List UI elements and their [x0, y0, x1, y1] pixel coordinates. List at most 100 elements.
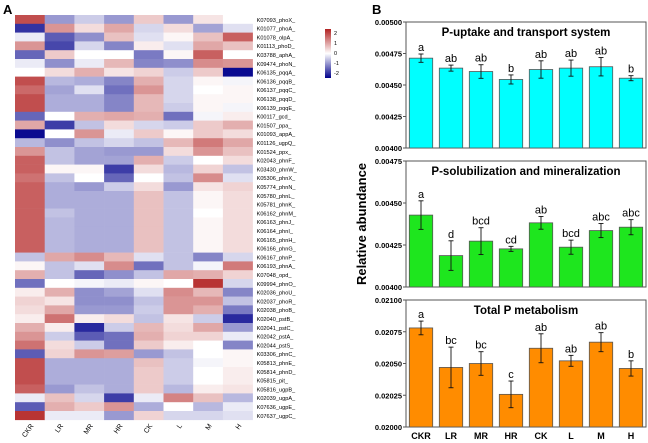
heatmap-cell — [222, 147, 253, 157]
heatmap-cell — [104, 358, 135, 368]
heatmap-cell — [74, 384, 105, 394]
heatmap-cell — [222, 199, 253, 209]
heatmap-cell — [44, 147, 75, 157]
heatmap-row-label: K01093_appA_ — [257, 132, 296, 138]
heatmap-cell — [133, 358, 164, 368]
heatmap-cell — [193, 349, 224, 359]
heatmap-cell — [163, 59, 194, 69]
heatmap-cell — [44, 261, 75, 271]
heatmap-cell — [193, 261, 224, 271]
heatmap-cell — [193, 305, 224, 315]
heatmap-cell — [74, 261, 105, 271]
heatmap-cell — [163, 243, 194, 253]
heatmap-cell — [74, 138, 105, 148]
heatmap-cell — [133, 59, 164, 69]
heatmap-cell — [74, 235, 105, 245]
heatmap-cell — [163, 252, 194, 262]
bar — [528, 69, 554, 149]
heatmap-cell — [222, 217, 253, 227]
heatmap-cell — [163, 235, 194, 245]
heatmap-cell — [222, 411, 253, 421]
heatmap-cell — [74, 155, 105, 165]
heatmap-cell — [133, 243, 164, 253]
heatmap-cell — [44, 235, 75, 245]
heatmap-cell — [15, 314, 45, 324]
heatmap-cell — [15, 243, 45, 253]
heatmap-cell — [222, 305, 253, 315]
y-tick-label: 0.02025 — [375, 391, 402, 400]
heatmap-cell — [222, 252, 253, 262]
heatmap-cell — [193, 393, 224, 403]
heatmap-cell — [74, 173, 105, 183]
heatmap-cell — [15, 50, 45, 60]
panel-label-a: A — [3, 2, 13, 17]
heatmap-cell — [44, 182, 75, 192]
heatmap-cell — [15, 270, 45, 280]
heatmap-cell — [74, 191, 105, 201]
bar — [528, 222, 554, 288]
heatmap-cell — [104, 384, 135, 394]
heatmap-cell — [44, 208, 75, 218]
heatmap-cell — [74, 367, 105, 377]
heatmap-cell — [163, 182, 194, 192]
heatmap-cell — [44, 314, 75, 324]
heatmap-cell — [193, 243, 224, 253]
significance-letter: ab — [535, 322, 547, 334]
heatmap-cell — [193, 314, 224, 324]
heatmap-cell — [15, 323, 45, 333]
significance-letter: ab — [595, 46, 607, 58]
heatmap-cell — [15, 208, 45, 218]
heatmap-cell — [222, 129, 253, 139]
y-tick-label: 0.00425 — [375, 241, 402, 250]
y-axis-label: Relative abundance — [354, 163, 369, 285]
significance-letter: d — [448, 229, 454, 241]
heatmap-cell — [133, 173, 164, 183]
heatmap-cell — [104, 226, 135, 236]
heatmap-cell — [104, 155, 135, 165]
heatmap-cell — [15, 120, 45, 130]
heatmap-cell — [222, 32, 253, 42]
heatmap-cell — [133, 340, 164, 350]
heatmap-cell — [104, 94, 135, 104]
heatmap-cell — [44, 287, 75, 297]
heatmap-cell — [222, 323, 253, 333]
y-tick-label: 0.00450 — [375, 199, 402, 208]
heatmap-cell — [193, 252, 224, 262]
heatmap-cell — [133, 367, 164, 377]
heatmap-row-label: K09474_phoN_ — [257, 62, 297, 68]
heatmap-cell — [74, 252, 105, 262]
heatmap-cell — [163, 173, 194, 183]
heatmap-cell — [15, 226, 45, 236]
heatmap-cell — [15, 76, 45, 86]
heatmap-cell — [44, 94, 75, 104]
colorbar: 2 1 0 -1 -2 — [325, 29, 339, 78]
heatmap-cell — [222, 375, 253, 385]
heatmap-cell — [133, 67, 164, 77]
panel-title: P-uptake and transport system — [442, 27, 611, 39]
heatmap-cell — [163, 226, 194, 236]
heatmap-row-label: K02039_ugpA_ — [257, 396, 296, 402]
heatmap-cell — [104, 296, 135, 306]
heatmap-cell — [163, 270, 194, 280]
heatmap-cell — [104, 270, 135, 280]
heatmap-cell — [104, 23, 135, 33]
heatmap-cell — [222, 138, 253, 148]
heatmap-cell — [193, 155, 224, 165]
heatmap-cell — [222, 50, 253, 60]
significance-letter: abc — [592, 211, 610, 223]
heatmap-row-label: K06162_phnM_ — [257, 211, 297, 217]
heatmap-cell — [44, 279, 75, 289]
heatmap-cell — [222, 120, 253, 130]
heatmap-row-label: K06135_pqqA_ — [257, 71, 296, 77]
heatmap-row-label: K01524_ppx_ — [257, 150, 292, 156]
significance-letter: a — [418, 42, 425, 54]
heatmap-cell — [133, 208, 164, 218]
heatmap-cell — [15, 279, 45, 289]
heatmap-row-label: K01077_phoA_ — [257, 27, 296, 33]
heatmap-cell — [193, 129, 224, 139]
heatmap-cell — [193, 340, 224, 350]
heatmap-cell — [163, 314, 194, 324]
heatmap-cell — [15, 393, 45, 403]
heatmap-cell — [15, 138, 45, 148]
heatmap-cell — [74, 340, 105, 350]
